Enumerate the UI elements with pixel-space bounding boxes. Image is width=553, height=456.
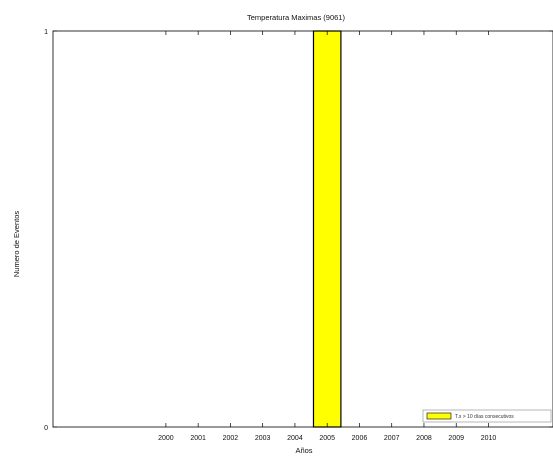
y-tick-label: 0 (44, 425, 48, 432)
x-axis-label: Años (295, 446, 312, 455)
y-axis-label: Numero de Eventos (12, 211, 21, 278)
x-tick-label: 2003 (255, 435, 271, 442)
chart-title: Temperatura Maximas (9061) (247, 13, 345, 22)
plot-area (52, 30, 553, 428)
x-tick-label: 2000 (158, 435, 174, 442)
x-tick-label: 2008 (416, 435, 432, 442)
legend-swatch (426, 412, 452, 420)
legend-entry-label: T.x > 10 días consecutivos (455, 414, 514, 420)
legend-box (422, 409, 552, 423)
x-tick-label: 2005 (319, 435, 335, 442)
x-tick-label: 2004 (287, 435, 303, 442)
x-tick-label: 2009 (448, 435, 464, 442)
x-tick-label: 2006 (352, 435, 368, 442)
y-tick-label: 1 (44, 29, 48, 36)
y-axis: 01 (44, 29, 553, 432)
bar-2005 (312, 30, 342, 428)
x-tick-label: 2002 (223, 435, 239, 442)
bar-group (312, 30, 342, 428)
x-tick-label: 2007 (384, 435, 400, 442)
x-tick-label: 2001 (190, 435, 206, 442)
x-tick-label: 2010 (481, 435, 497, 442)
legend: T.x > 10 días consecutivos (422, 409, 552, 423)
x-axis: 2000 2001 2002 2003 2004 2005 2006 2007 2008 2009… (158, 31, 496, 442)
